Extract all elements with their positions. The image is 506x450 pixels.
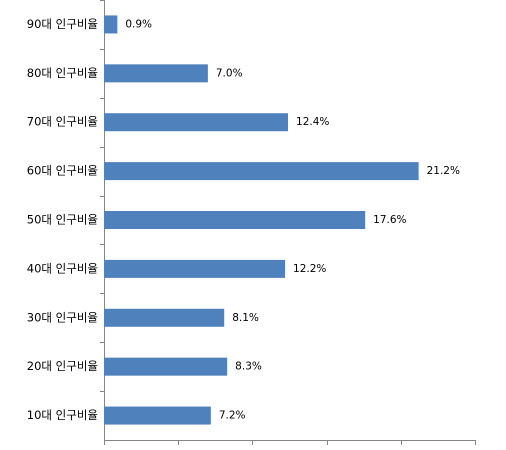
data-label: 8.3%	[235, 361, 262, 373]
data-label: 7.2%	[219, 410, 246, 422]
y-tick-label: 80대 인구비율	[27, 66, 98, 80]
bar	[104, 308, 225, 327]
data-label: 12.4%	[296, 116, 329, 128]
data-label: 21.2%	[427, 165, 460, 177]
bar	[104, 64, 208, 83]
y-tick-label: 50대 인구비율	[27, 213, 98, 227]
y-tick-label: 90대 인구비율	[27, 17, 98, 31]
bar	[104, 406, 211, 425]
bar	[104, 357, 228, 376]
y-tick-label: 30대 인구비율	[27, 310, 98, 324]
bar	[104, 162, 419, 181]
bar	[104, 15, 118, 34]
data-label: 8.1%	[232, 312, 259, 324]
y-tick-label: 20대 인구비율	[27, 359, 98, 373]
y-tick-label: 40대 인구비율	[27, 261, 98, 275]
bar	[104, 113, 289, 132]
y-tick-label: 70대 인구비율	[27, 115, 98, 129]
data-label: 12.2%	[293, 263, 326, 275]
y-tick-label: 10대 인구비율	[27, 408, 98, 422]
data-label: 0.9%	[125, 18, 152, 30]
bar	[104, 211, 366, 229]
y-tick-label: 60대 인구비율	[27, 164, 98, 178]
bar	[104, 259, 286, 278]
data-label: 7.0%	[216, 67, 243, 79]
data-label: 17.6%	[373, 214, 406, 226]
